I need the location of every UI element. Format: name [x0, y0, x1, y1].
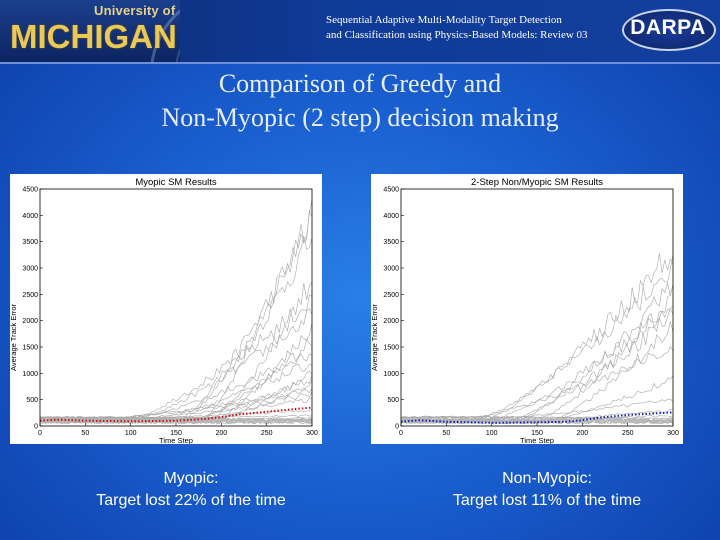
y-tick-label: 4000: [383, 213, 399, 220]
trial-curve: [39, 209, 313, 422]
university-logo: University of MICHIGAN: [0, 0, 180, 62]
logo-university-of: University of: [94, 3, 176, 18]
y-tick-label: 500: [387, 397, 399, 404]
nonmyopic-caption-line1: Non-Myopic:: [502, 470, 592, 487]
x-tick-label: 300: [306, 430, 318, 437]
header-subtitle-line1: Sequential Adaptive Multi-Modality Targe…: [326, 14, 562, 26]
trial-curve: [400, 254, 674, 419]
myopic-results-chart: Myopic SM Results 0 50 100 150 200 250 300 0 500 1…: [10, 174, 322, 444]
darpa-logo: DARPA: [622, 9, 716, 51]
x-tick-label: 200: [576, 430, 588, 437]
y-tick-label: 2500: [383, 292, 399, 299]
mean-series-line: [400, 411, 674, 424]
page-title-line2: Non-Myopic (2 step) decision making: [161, 103, 559, 132]
trial-curve: [400, 283, 674, 422]
x-axis-label: Time Step: [159, 436, 193, 444]
trial-curve-low: [39, 417, 313, 425]
trial-curve: [400, 345, 674, 419]
x-tick-label: 200: [215, 430, 227, 437]
myopic-caption: Myopic: Target lost 22% of the time: [26, 468, 356, 512]
x-tick-label: 150: [531, 430, 543, 437]
trial-curves: [39, 199, 313, 425]
y-axis-label: Average Track Error: [371, 304, 379, 371]
y-tick-label: 500: [26, 397, 38, 404]
y-tick-label: 4000: [22, 213, 38, 220]
trial-curve: [39, 363, 313, 419]
logo-michigan: MICHIGAN: [10, 18, 177, 55]
y-tick-label: 3500: [383, 239, 399, 246]
nonmyopic-caption: Non-Myopic: Target lost 11% of the time: [382, 468, 712, 512]
y-tick-label: 1000: [22, 371, 38, 378]
y-tick-label: 3000: [22, 266, 38, 273]
trial-curve: [400, 253, 674, 421]
page-title-line1: Comparison of Greedy and: [218, 69, 502, 98]
x-tick-label: 100: [125, 430, 137, 437]
x-axis-label: Time Step: [520, 436, 554, 444]
y-tick-label: 3000: [383, 266, 399, 273]
x-tick-label: 100: [486, 430, 498, 437]
trial-curve: [39, 236, 313, 421]
y-tick-label: 2000: [383, 318, 399, 325]
header-subtitle-line2: and Classification using Physics-Based M…: [326, 29, 588, 41]
x-tick-label: 250: [622, 430, 634, 437]
y-tick-label: 0: [395, 424, 399, 431]
darpa-logo-text: DARPA: [630, 16, 706, 39]
y-tick-label: 4500: [383, 187, 399, 194]
x-tick-label: 150: [170, 430, 182, 437]
mean-series-line: [39, 406, 313, 423]
header-bar: University of MICHIGAN Sequential Adapti…: [0, 0, 720, 64]
trial-curve-low: [400, 417, 673, 425]
y-tick-label: 0: [34, 424, 38, 431]
x-tick-label: 0: [38, 430, 42, 437]
trial-curve: [400, 321, 674, 424]
header-subtitle: Sequential Adaptive Multi-Modality Targe…: [326, 13, 626, 43]
x-tick-label: 50: [442, 430, 450, 437]
page-title: Comparison of Greedy and Non-Myopic (2 s…: [0, 67, 720, 135]
y-axis-label: Average Track Error: [10, 304, 18, 371]
x-tick-label: 50: [81, 430, 89, 437]
trial-curve: [39, 199, 313, 424]
x-tick-label: 0: [399, 430, 403, 437]
trial-curve: [39, 414, 313, 419]
trial-curve-low: [400, 417, 674, 425]
y-tick-label: 1000: [383, 371, 399, 378]
x-tick-label: 250: [261, 430, 273, 437]
y-tick-label: 1500: [383, 345, 399, 352]
myopic-caption-line2: Target lost 22% of the time: [96, 492, 286, 509]
trial-curve-low: [40, 417, 313, 425]
y-tick-label: 2500: [22, 292, 38, 299]
chart-title: Myopic SM Results: [135, 177, 217, 188]
y-tick-label: 2000: [22, 318, 38, 325]
x-tick-label: 300: [667, 430, 679, 437]
chart-title: 2-Step Non/Myopic SM Results: [471, 177, 603, 188]
myopic-caption-line1: Myopic:: [163, 470, 219, 487]
trial-curve: [39, 353, 313, 419]
nonmyopic-chart-svg: 2-Step Non/Myopic SM Results 0 50 100 150 200…: [371, 177, 679, 444]
nonmyopic-caption-line2: Target lost 11% of the time: [452, 492, 642, 509]
trial-curves: [400, 253, 674, 425]
nonmyopic-results-chart: 2-Step Non/Myopic SM Results 0 50 100 150 200…: [371, 174, 683, 444]
trial-curve: [400, 305, 674, 423]
darpa-logo-ring: [622, 9, 716, 51]
y-tick-label: 1500: [22, 345, 38, 352]
y-tick-label: 4500: [22, 187, 38, 194]
y-tick-label: 3500: [22, 239, 38, 246]
